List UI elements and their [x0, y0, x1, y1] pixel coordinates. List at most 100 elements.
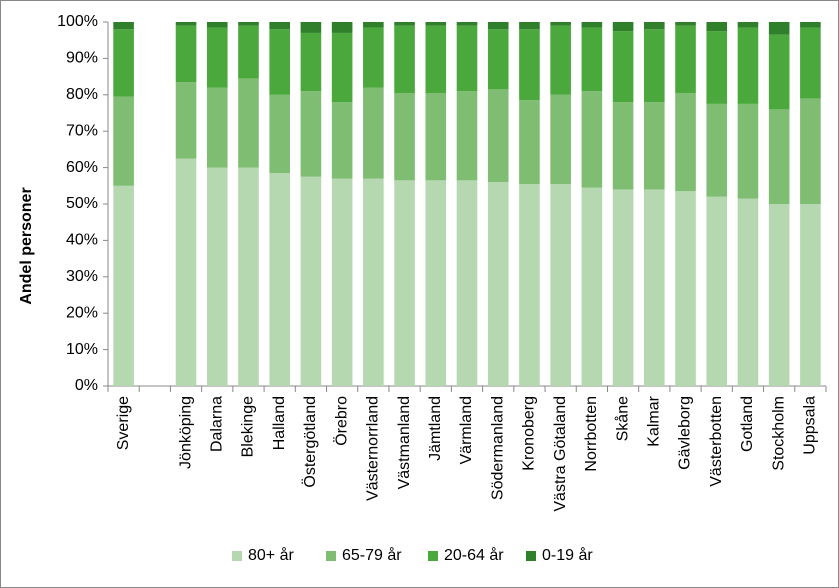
bar-segment — [113, 96, 134, 186]
bar-segment — [487, 89, 509, 183]
bar-segment — [581, 91, 603, 188]
bar-segment — [800, 204, 821, 386]
bar-segment — [675, 22, 696, 26]
bar-segment — [706, 103, 728, 197]
x-tick-label: Gotland — [739, 396, 756, 452]
bar-segment — [363, 22, 384, 28]
legend-swatch — [326, 551, 336, 561]
legend-label: 0-19 år — [542, 546, 593, 564]
x-tick-label: Sverige — [115, 396, 132, 450]
bar-segment — [675, 92, 696, 192]
bar-segment — [487, 182, 509, 386]
bar-segment — [206, 87, 228, 168]
legend-label: 65-79 år — [342, 546, 402, 564]
x-tick-label: Kronoberg — [521, 396, 538, 471]
bar-segment — [456, 22, 478, 26]
bar-segment — [581, 27, 603, 92]
x-tick-label: Södermanland — [489, 396, 506, 500]
bar-segment — [768, 109, 790, 204]
bar-segment — [300, 22, 322, 33]
x-tick-label: Västernorrland — [365, 396, 382, 501]
y-tick-label: 60% — [66, 159, 98, 176]
bar-segment — [581, 22, 603, 28]
bar-segment — [269, 29, 290, 95]
x-tick-label: Östergötland — [301, 396, 319, 488]
bar-segment — [269, 173, 290, 386]
bar-segment — [550, 22, 571, 26]
bar-segment — [737, 103, 759, 199]
bar-segment — [175, 158, 197, 386]
bar-segment — [300, 176, 322, 386]
bar-segment — [675, 191, 696, 386]
bar-segment — [175, 22, 197, 26]
y-tick-label: 10% — [66, 341, 98, 358]
bar-segment — [768, 204, 790, 386]
bar-segment — [456, 180, 478, 386]
x-tick-label: Norrbotten — [583, 396, 600, 472]
bar-segment — [300, 32, 322, 92]
bar-segment — [425, 25, 447, 93]
bar-segment — [269, 22, 290, 30]
bar-segment — [238, 22, 259, 26]
bar-segment — [394, 180, 415, 386]
y-tick-label: 80% — [66, 86, 98, 103]
bar-segment — [706, 31, 728, 104]
bar-segment — [737, 27, 759, 104]
bar-segment — [238, 167, 259, 386]
bar-segment — [487, 22, 509, 30]
x-tick-label: Kalmar — [646, 395, 663, 446]
x-tick-label: Skåne — [613, 396, 631, 441]
bar-segment — [206, 167, 228, 386]
bar-segment — [425, 180, 447, 386]
bar-segment — [519, 22, 540, 30]
bar-segment — [113, 185, 134, 386]
x-tick-label: Uppsala — [802, 396, 819, 455]
bar-segment — [363, 27, 384, 88]
bar-segment — [425, 22, 447, 26]
y-tick-label: 40% — [66, 232, 98, 249]
bar-segment — [175, 82, 197, 159]
bar-segment — [644, 189, 665, 386]
x-tick-label: Västmanland — [396, 396, 413, 489]
bar-segment — [550, 94, 571, 184]
bar-segment — [800, 27, 821, 99]
x-tick-label: Örebro — [332, 396, 350, 446]
bar-segment — [519, 183, 540, 386]
bar-segment — [581, 187, 603, 386]
bar-segment — [206, 27, 228, 88]
bar-segment — [675, 25, 696, 93]
bar-segment — [519, 100, 540, 184]
x-tick-label: Västra Götaland — [552, 396, 569, 512]
bar-segment — [768, 22, 790, 35]
bar-segment — [487, 29, 509, 90]
bar-segment — [206, 22, 228, 28]
bar-segment — [612, 189, 634, 386]
bar-segment — [394, 22, 415, 26]
bar-segment — [550, 25, 571, 95]
x-tick-label: Halland — [271, 396, 288, 450]
x-tick-label: Blekinge — [240, 396, 257, 457]
bar-segment — [331, 32, 353, 103]
bar-segment — [331, 178, 353, 386]
bar-segment — [644, 102, 665, 190]
bar-segment — [800, 22, 821, 28]
legend-label: 20-64 år — [444, 546, 504, 564]
y-tick-label: 30% — [66, 268, 98, 285]
x-tick-label: Dalarna — [208, 396, 225, 452]
y-axis-label: Andel personer — [18, 187, 35, 304]
bar-segment — [550, 183, 571, 386]
bar-segment — [737, 22, 759, 28]
x-tick-label: Gävleborg — [677, 396, 694, 470]
bar-segment — [519, 29, 540, 101]
bar-segment — [394, 25, 415, 93]
bar-segment — [612, 102, 634, 190]
legend-swatch — [428, 551, 438, 561]
bar-segment — [238, 78, 259, 168]
bar-segment — [113, 29, 134, 97]
y-tick-label: 70% — [66, 122, 98, 139]
bar-segment — [456, 25, 478, 92]
bar-segment — [612, 22, 634, 32]
bar-segment — [113, 22, 134, 30]
x-tick-label: Jönköping — [177, 396, 194, 469]
y-tick-label: 100% — [57, 13, 98, 30]
